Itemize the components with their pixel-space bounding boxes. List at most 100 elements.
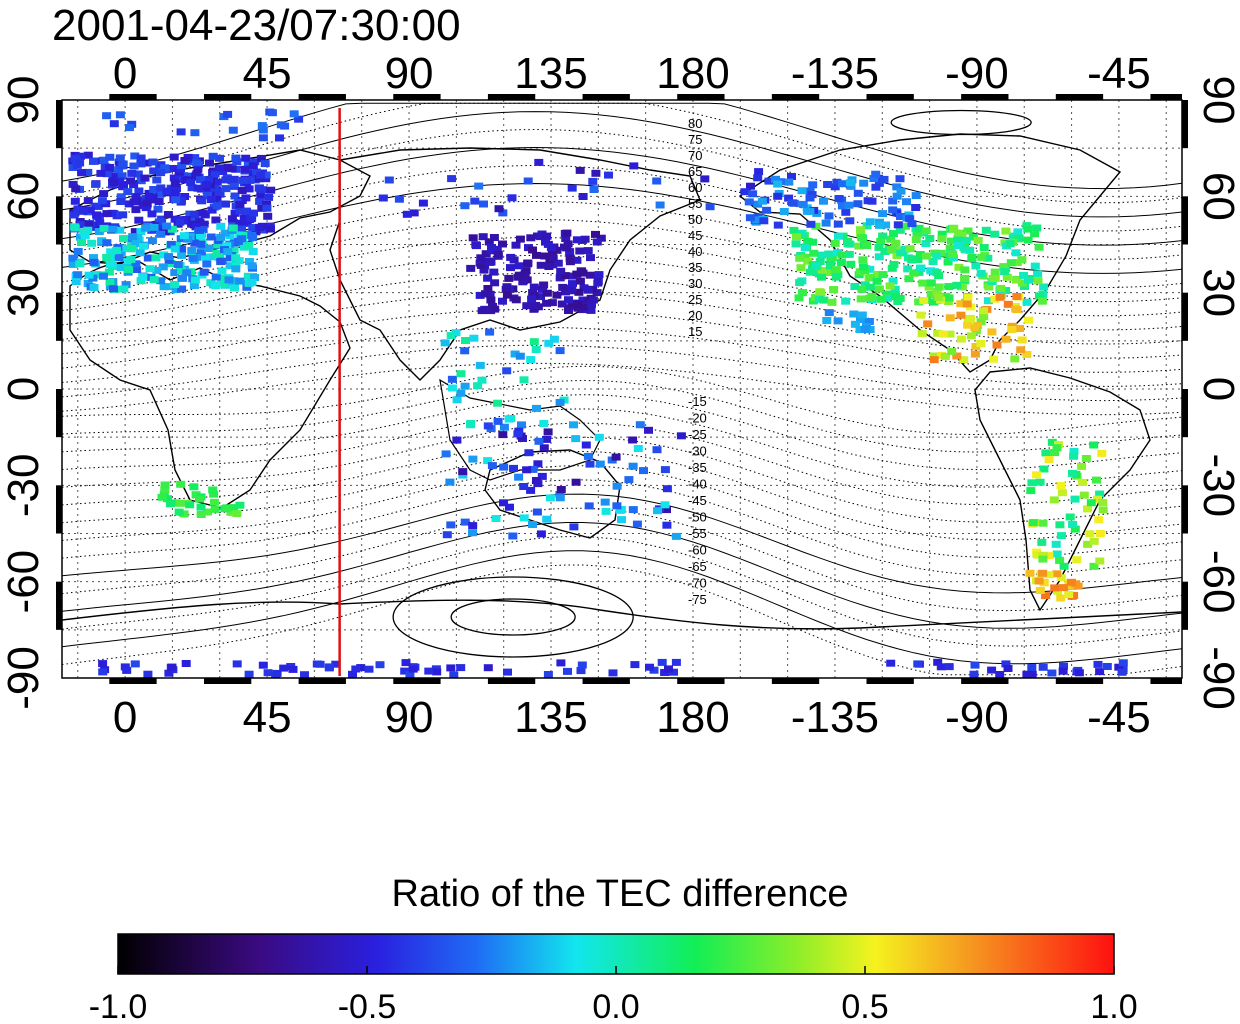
tec-cell bbox=[180, 193, 190, 200]
tec-cell bbox=[206, 196, 216, 203]
tec-cell bbox=[1056, 532, 1066, 540]
tec-cell bbox=[1078, 478, 1088, 486]
tec-cell bbox=[505, 503, 514, 511]
tec-cell bbox=[572, 256, 582, 264]
tec-cell bbox=[266, 225, 275, 233]
tec-cell bbox=[266, 186, 276, 194]
tec-cell bbox=[506, 264, 515, 272]
tec-cell bbox=[190, 154, 200, 162]
tec-cell bbox=[905, 245, 915, 253]
tec-cell bbox=[114, 166, 124, 174]
tec-cell bbox=[178, 274, 188, 282]
tec-cell bbox=[507, 194, 517, 202]
tec-cell bbox=[916, 311, 926, 319]
lat-tick-right: -30 bbox=[1194, 454, 1240, 518]
tec-cell bbox=[267, 109, 277, 117]
tec-cell bbox=[662, 485, 672, 493]
tec-cell bbox=[187, 246, 197, 254]
tec-cell bbox=[969, 670, 979, 678]
tec-cell bbox=[149, 223, 159, 231]
tec-cell bbox=[624, 476, 634, 484]
tec-cell bbox=[248, 162, 258, 170]
tec-cell bbox=[256, 171, 266, 179]
lat-tick-right: 0 bbox=[1194, 377, 1240, 401]
tec-cell bbox=[789, 226, 799, 234]
tec-cell bbox=[73, 247, 83, 255]
tec-cell bbox=[628, 506, 638, 514]
tec-cell bbox=[956, 300, 966, 308]
tec-cell bbox=[227, 215, 237, 223]
tec-cell bbox=[157, 493, 167, 501]
tec-cell bbox=[979, 244, 989, 252]
tec-cell bbox=[1059, 562, 1069, 570]
tec-cell bbox=[824, 309, 834, 317]
tec-cell bbox=[262, 204, 272, 212]
tec-cell bbox=[196, 232, 205, 240]
tec-cell bbox=[91, 202, 101, 210]
lat-tick-right: -90 bbox=[1194, 646, 1240, 710]
tec-cell bbox=[524, 449, 534, 457]
tec-cell bbox=[1095, 490, 1105, 498]
tec-cell bbox=[202, 260, 212, 268]
tec-cell bbox=[882, 290, 892, 298]
tec-cell bbox=[1118, 659, 1128, 667]
tec-cell bbox=[75, 159, 85, 167]
tec-cell bbox=[821, 219, 831, 227]
tec-cell bbox=[888, 197, 898, 205]
tec-cell bbox=[166, 240, 176, 248]
tec-cell bbox=[1097, 449, 1107, 457]
border-segment bbox=[298, 678, 346, 684]
tec-cell bbox=[231, 261, 241, 269]
border-segment bbox=[56, 389, 62, 438]
tec-cell bbox=[452, 436, 462, 444]
tec-cell bbox=[911, 192, 921, 200]
tec-cell bbox=[129, 162, 139, 170]
tec-cell bbox=[705, 203, 715, 211]
tec-cell bbox=[461, 337, 470, 344]
tec-cell bbox=[518, 277, 528, 285]
tec-cell bbox=[102, 112, 112, 120]
tec-cell bbox=[568, 280, 577, 288]
tec-cell bbox=[548, 254, 558, 262]
tec-cell bbox=[324, 663, 334, 671]
tec-cell bbox=[472, 242, 481, 250]
tec-cell bbox=[231, 154, 241, 162]
contour-label: -15 bbox=[688, 394, 707, 409]
tec-cell bbox=[511, 296, 521, 304]
tec-cell bbox=[92, 211, 102, 219]
tec-cell bbox=[564, 296, 573, 304]
tec-cell bbox=[230, 209, 240, 217]
tec-cell bbox=[521, 267, 531, 275]
tec-cell bbox=[105, 163, 114, 171]
tec-cell bbox=[84, 271, 94, 279]
tec-cell bbox=[517, 421, 526, 429]
tec-cell bbox=[824, 212, 834, 220]
tec-cell bbox=[498, 297, 507, 305]
tec-cell bbox=[94, 228, 104, 235]
tec-cell bbox=[565, 258, 575, 266]
tec-cell bbox=[1012, 293, 1022, 300]
tec-cell bbox=[401, 659, 411, 667]
tec-cell bbox=[1027, 670, 1037, 678]
tec-cell bbox=[547, 299, 557, 307]
tec-cell bbox=[247, 262, 257, 270]
tec-cell bbox=[158, 263, 168, 271]
tec-cell bbox=[878, 210, 888, 218]
tec-cell bbox=[180, 157, 190, 164]
tec-cell bbox=[260, 160, 270, 168]
tec-cell bbox=[447, 375, 457, 383]
border-segment bbox=[1150, 94, 1182, 100]
tec-cell bbox=[127, 169, 137, 177]
tec-cell bbox=[575, 247, 585, 255]
lat-tick-left: -30 bbox=[0, 454, 48, 518]
tec-cell bbox=[228, 126, 238, 134]
contour-label: -55 bbox=[688, 526, 707, 541]
tec-cell bbox=[89, 157, 98, 165]
tec-cell bbox=[979, 313, 989, 321]
tec-cell bbox=[483, 457, 493, 465]
tec-cell bbox=[608, 669, 618, 677]
tec-cell bbox=[914, 268, 924, 276]
tec-cell bbox=[508, 532, 518, 540]
tec-cell bbox=[660, 466, 670, 474]
